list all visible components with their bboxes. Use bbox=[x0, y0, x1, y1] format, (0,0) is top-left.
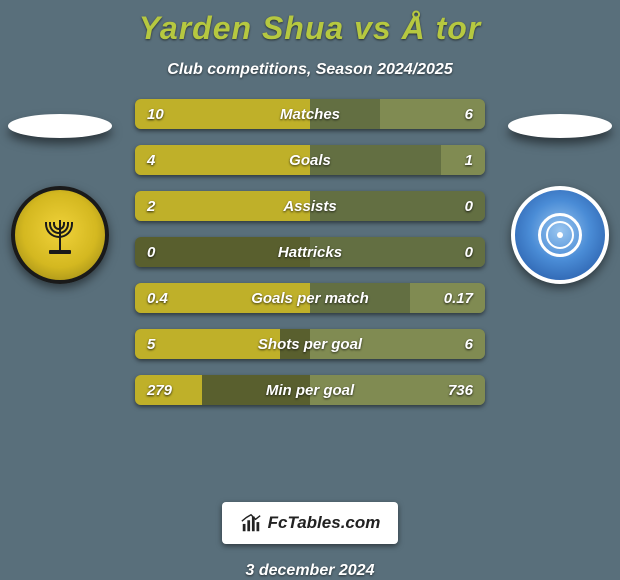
watermark-text: FcTables.com bbox=[268, 513, 381, 533]
page-title: Yarden Shua vs Å tor bbox=[139, 10, 481, 47]
page-subtitle: Club competitions, Season 2024/2025 bbox=[167, 61, 452, 79]
stat-bar: Goals41 bbox=[135, 145, 485, 175]
watermark: FcTables.com bbox=[222, 502, 399, 544]
left-column bbox=[0, 99, 120, 284]
stat-bar: Assists20 bbox=[135, 191, 485, 221]
chart-icon bbox=[240, 512, 262, 534]
stat-bar: Shots per goal56 bbox=[135, 329, 485, 359]
stat-bar: Goals per match0.40.17 bbox=[135, 283, 485, 313]
columns: Matches106 Goals41 Assists20 Hattricks00 Goa… bbox=[0, 99, 620, 480]
stat-bar: Min per goal279736 bbox=[135, 375, 485, 405]
ball-icon bbox=[538, 213, 582, 257]
left-team-logo bbox=[11, 186, 109, 284]
date-label: 3 december 2024 bbox=[246, 562, 375, 580]
right-team-logo bbox=[511, 186, 609, 284]
left-player-oval bbox=[8, 114, 112, 138]
comparison-infographic: Yarden Shua vs Å tor Club competitions, … bbox=[0, 0, 620, 580]
right-player-oval bbox=[508, 114, 612, 138]
stat-bar: Hattricks00 bbox=[135, 237, 485, 267]
right-column bbox=[500, 99, 620, 284]
stat-bar: Matches106 bbox=[135, 99, 485, 129]
menorah-icon bbox=[35, 210, 85, 260]
stats-column: Matches106 Goals41 Assists20 Hattricks00 Goa… bbox=[120, 99, 500, 405]
